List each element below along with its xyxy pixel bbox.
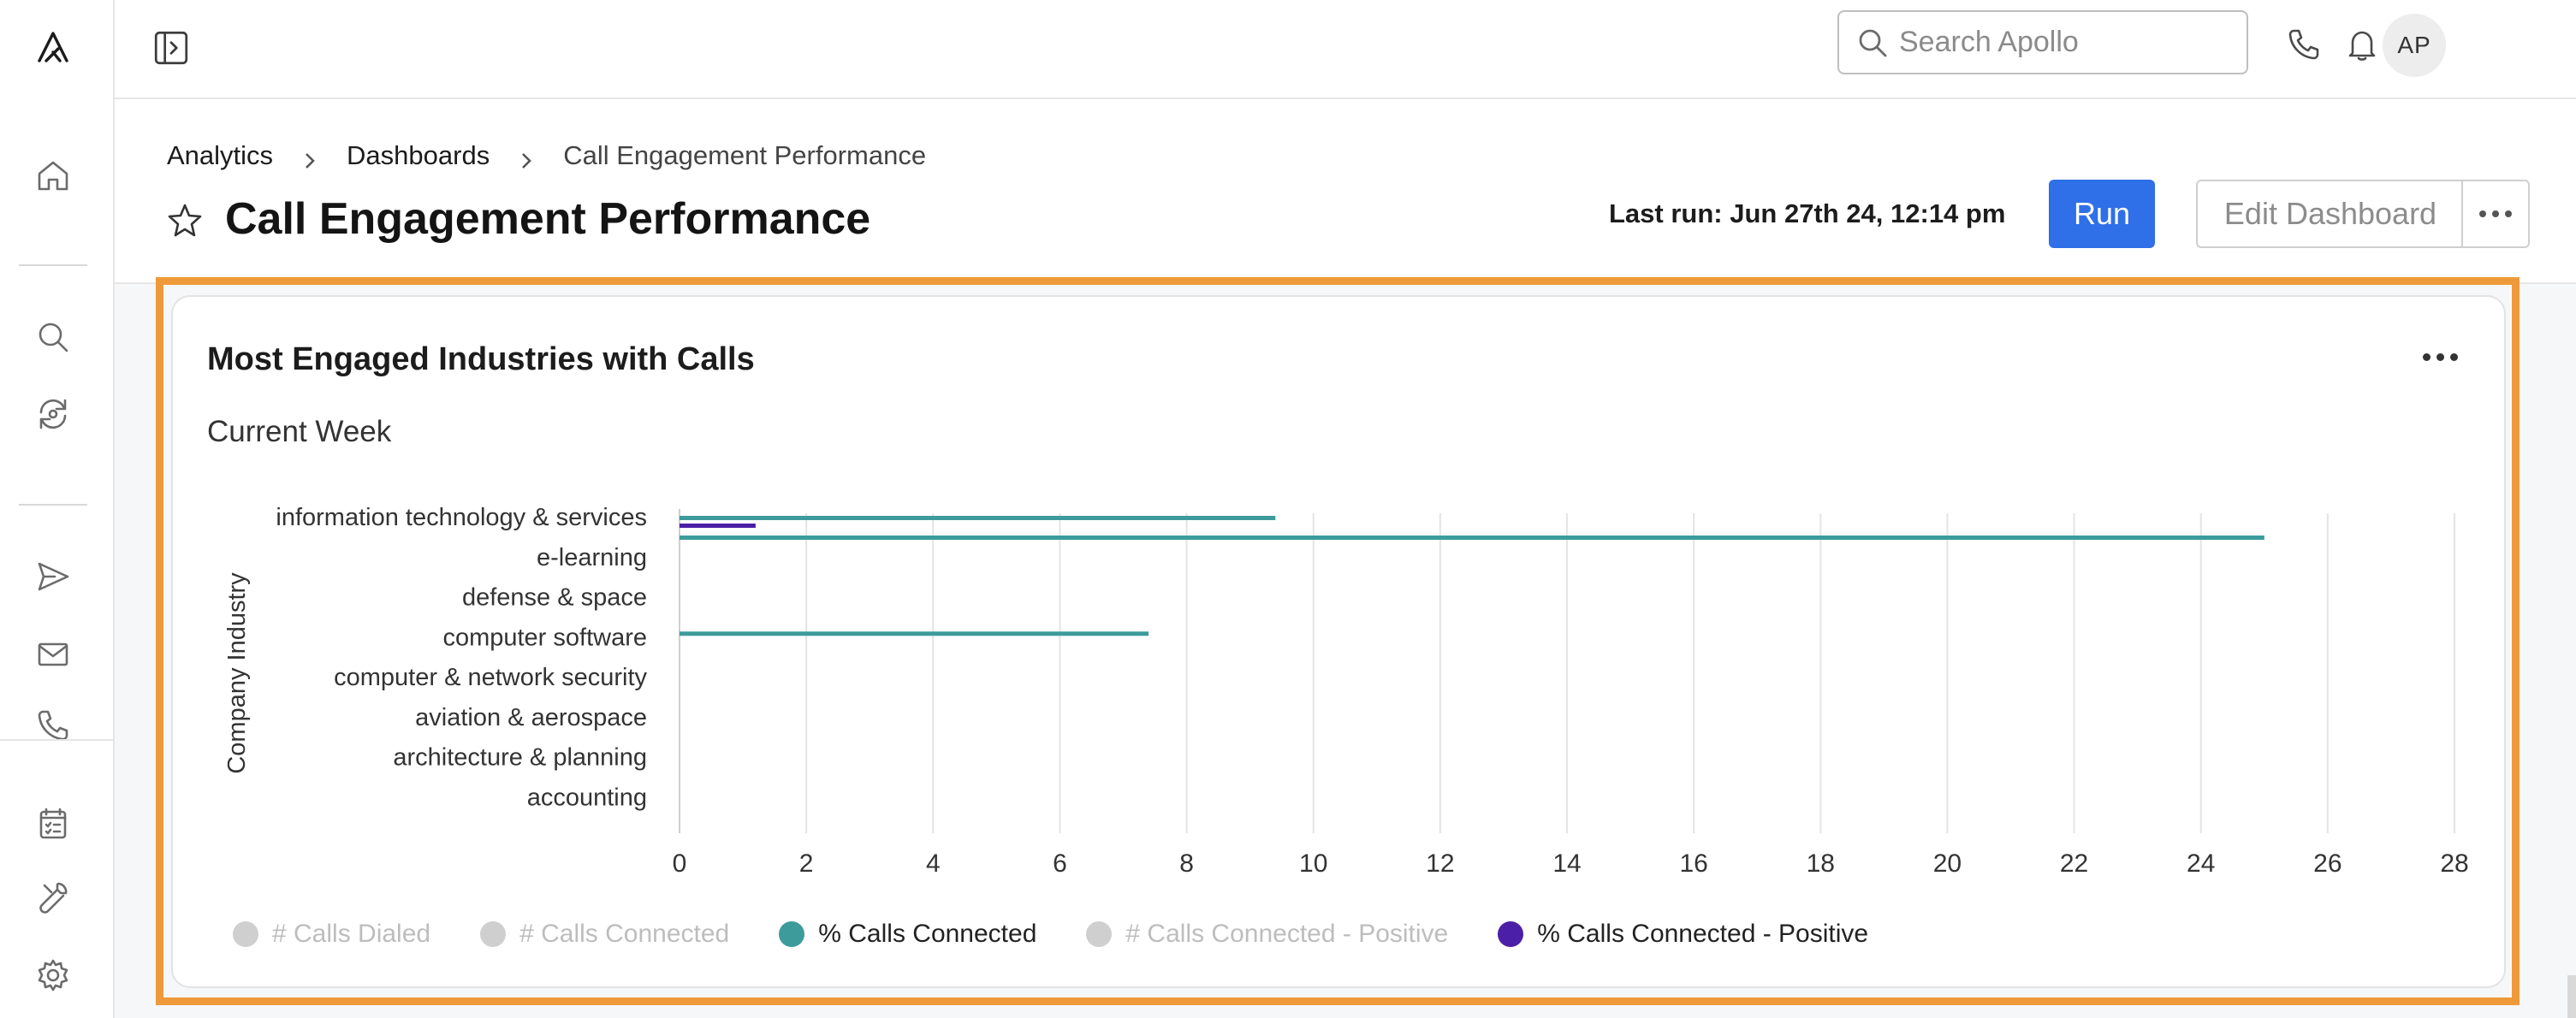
chevron-right-icon bbox=[300, 146, 319, 169]
x-tick-label: 16 bbox=[1679, 849, 1707, 878]
search-icon[interactable] bbox=[30, 314, 76, 360]
y-tick-label: defense & space bbox=[462, 584, 647, 612]
card-subtitle: Current Week bbox=[207, 415, 392, 448]
search-input[interactable] bbox=[1899, 26, 2224, 59]
y-tick-label: aviation & aerospace bbox=[415, 704, 647, 731]
legend-dot bbox=[1086, 921, 1113, 947]
rail-divider bbox=[19, 504, 87, 506]
y-axis-title: Company Industry bbox=[223, 572, 251, 774]
bar bbox=[680, 631, 1149, 636]
mail-icon[interactable] bbox=[30, 631, 76, 678]
x-tick-label: 20 bbox=[1933, 849, 1962, 878]
rail-divider bbox=[0, 739, 115, 741]
edit-dashboard-button[interactable]: Edit Dashboard bbox=[2196, 180, 2463, 248]
tools-icon[interactable] bbox=[30, 874, 76, 920]
run-button[interactable]: Run bbox=[2049, 180, 2155, 248]
breadcrumb-analytics[interactable]: Analytics bbox=[167, 140, 274, 170]
phone-icon[interactable] bbox=[30, 707, 76, 739]
left-nav-rail bbox=[0, 0, 115, 1018]
x-tick-label: 8 bbox=[1179, 849, 1194, 878]
chart-card: Most Engaged Industries with Calls Curre… bbox=[171, 295, 2506, 988]
y-tick-label: information technology & services bbox=[276, 504, 647, 531]
bell-icon[interactable] bbox=[2338, 21, 2386, 68]
y-tick-label: computer & network security bbox=[334, 664, 647, 691]
bar bbox=[680, 524, 756, 528]
x-tick-label: 26 bbox=[2313, 849, 2342, 878]
y-tick-label: accounting bbox=[527, 784, 647, 811]
more-horizontal-icon bbox=[2479, 210, 2512, 217]
last-run-label: Last run: Jun 27th 24, 12:14 pm bbox=[1609, 198, 2006, 228]
more-horizontal-icon bbox=[2422, 352, 2458, 361]
x-tick-label: 4 bbox=[926, 849, 941, 878]
star-icon[interactable] bbox=[166, 202, 204, 240]
scrollbar[interactable] bbox=[2567, 975, 2576, 1018]
x-tick-label: 0 bbox=[673, 849, 687, 878]
breadcrumb-dashboards[interactable]: Dashboards bbox=[347, 140, 490, 170]
legend-label: % Calls Connected - Positive bbox=[1537, 920, 1869, 948]
legend-dot bbox=[1498, 921, 1524, 947]
chart-legend: # Calls Dialed # Calls Connected % Calls C… bbox=[233, 920, 1918, 949]
y-tick-label: computer software bbox=[442, 624, 647, 651]
legend-label: # Calls Dialed bbox=[272, 920, 431, 948]
apollo-logo-icon[interactable] bbox=[30, 24, 76, 70]
highlight-frame bbox=[156, 277, 2520, 1005]
legend-item[interactable]: % Calls Connected bbox=[779, 920, 1036, 949]
legend-label: # Calls Connected - Positive bbox=[1125, 920, 1449, 948]
x-tick-label: 2 bbox=[799, 849, 814, 878]
x-tick-label: 22 bbox=[2060, 849, 2088, 878]
legend-label: # Calls Connected bbox=[519, 920, 730, 948]
avatar[interactable]: AP bbox=[2383, 14, 2446, 77]
card-title: Most Engaged Industries with Calls bbox=[207, 341, 755, 377]
bar bbox=[680, 536, 2264, 540]
send-icon[interactable] bbox=[30, 553, 76, 600]
home-icon[interactable] bbox=[30, 152, 76, 198]
legend-item[interactable]: # Calls Dialed bbox=[233, 920, 430, 949]
bar bbox=[680, 516, 1276, 520]
rail-divider bbox=[19, 264, 87, 266]
search-icon bbox=[1859, 29, 1887, 56]
legend-label: % Calls Connected bbox=[818, 920, 1037, 948]
chevron-right-icon bbox=[517, 146, 536, 169]
x-tick-label: 12 bbox=[1426, 849, 1454, 878]
sidebar-toggle-icon[interactable] bbox=[147, 24, 195, 72]
legend-item[interactable]: # Calls Connected - Positive bbox=[1086, 920, 1448, 949]
top-bar: AP bbox=[115, 0, 2576, 99]
legend-dot bbox=[233, 921, 258, 947]
x-tick-label: 6 bbox=[1053, 849, 1067, 878]
more-options-button[interactable] bbox=[2461, 180, 2530, 248]
legend-dot bbox=[480, 921, 507, 947]
phone-icon[interactable] bbox=[2280, 21, 2328, 68]
x-tick-label: 10 bbox=[1299, 849, 1327, 878]
card-more-button[interactable] bbox=[2410, 340, 2470, 374]
sync-icon[interactable] bbox=[30, 391, 76, 437]
legend-dot bbox=[779, 921, 805, 947]
x-tick-label: 14 bbox=[1552, 849, 1581, 878]
x-tick-label: 24 bbox=[2187, 849, 2215, 878]
breadcrumb: Analytics Dashboards Call Engagement Per… bbox=[167, 140, 926, 171]
x-tick-label: 28 bbox=[2440, 849, 2468, 878]
tasks-icon[interactable] bbox=[30, 801, 76, 847]
x-tick-label: 18 bbox=[1807, 849, 1835, 878]
gear-icon[interactable] bbox=[30, 952, 76, 998]
legend-item[interactable]: % Calls Connected - Positive bbox=[1498, 920, 1868, 949]
page-title: Call Engagement Performance bbox=[225, 194, 871, 244]
legend-item[interactable]: # Calls Connected bbox=[480, 920, 729, 949]
y-tick-label: e-learning bbox=[537, 544, 647, 571]
y-tick-label: architecture & planning bbox=[393, 744, 647, 772]
search-box[interactable] bbox=[1837, 10, 2248, 74]
breadcrumb-current: Call Engagement Performance bbox=[563, 140, 927, 170]
